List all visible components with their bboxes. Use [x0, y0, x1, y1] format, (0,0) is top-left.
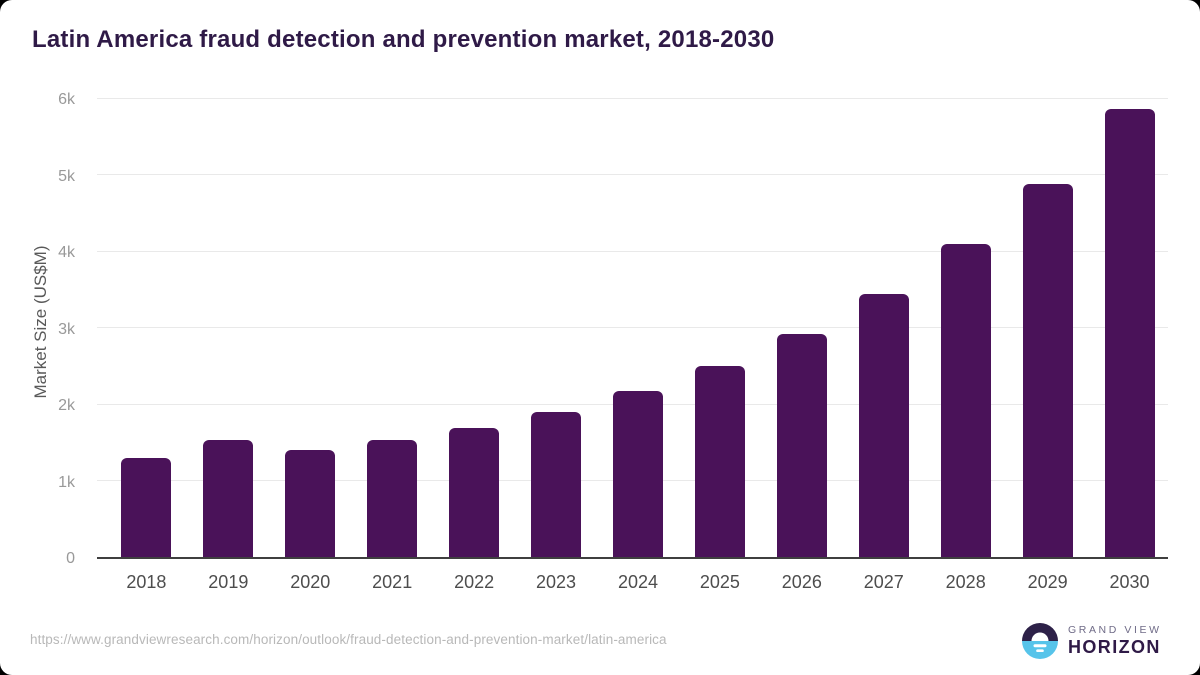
- bar-2019[interactable]: [203, 439, 254, 557]
- bar-2024[interactable]: [612, 391, 663, 557]
- x-tick-label: 2026: [781, 572, 822, 592]
- gridline: [97, 250, 1168, 252]
- x-tick-label: 2025: [699, 572, 740, 592]
- y-tick-label: 0: [66, 550, 75, 567]
- bar-2025[interactable]: [694, 365, 745, 557]
- x-tick-label: 2018: [126, 572, 167, 592]
- bar-2027[interactable]: [858, 293, 909, 557]
- y-tick-label: 3k: [58, 320, 75, 338]
- bar-2023[interactable]: [531, 411, 582, 557]
- x-tick-label: 2019: [208, 572, 249, 592]
- bar-2018[interactable]: [121, 458, 172, 557]
- horizon-sun-icon: [1022, 623, 1058, 659]
- x-tick-label: 2020: [290, 572, 331, 592]
- source-url: https://www.grandviewresearch.com/horizo…: [30, 632, 667, 647]
- x-tick-label: 2023: [536, 572, 577, 592]
- bar-2020[interactable]: [285, 449, 336, 557]
- bar-2022[interactable]: [449, 427, 500, 557]
- logo-product-name: HORIZON: [1068, 637, 1161, 657]
- y-tick-label: 1k: [58, 473, 75, 491]
- y-tick-label: 2k: [58, 397, 75, 414]
- plot-area: [97, 97, 1168, 559]
- gridline: [97, 97, 1168, 99]
- y-tick-label: 4k: [58, 244, 75, 261]
- logo-brand-name: GRAND VIEW: [1068, 624, 1162, 636]
- chart-title: Latin America fraud detection and preven…: [32, 26, 775, 53]
- y-tick-label: 6k: [58, 91, 75, 108]
- bar-2026[interactable]: [776, 333, 827, 557]
- x-tick-label: 2027: [863, 572, 904, 592]
- y-tick-label: 5k: [58, 167, 75, 185]
- bar-2021[interactable]: [367, 439, 418, 557]
- x-tick-label: 2022: [454, 572, 495, 592]
- x-tick-label: 2028: [945, 572, 986, 592]
- bar-2030[interactable]: [1104, 109, 1155, 557]
- bar-2028[interactable]: [940, 244, 991, 557]
- x-tick-label: 2021: [372, 572, 413, 592]
- x-tick-label: 2024: [617, 572, 658, 592]
- x-tick-label: 2029: [1027, 572, 1068, 592]
- gridline: [97, 327, 1168, 328]
- bar-2029[interactable]: [1022, 184, 1073, 557]
- x-tick-label: 2030: [1109, 572, 1150, 592]
- grand-view-horizon-logo: GRAND VIEW HORIZON: [1022, 623, 1162, 659]
- logo-text: GRAND VIEW HORIZON: [1068, 624, 1162, 658]
- gridline: [97, 174, 1168, 175]
